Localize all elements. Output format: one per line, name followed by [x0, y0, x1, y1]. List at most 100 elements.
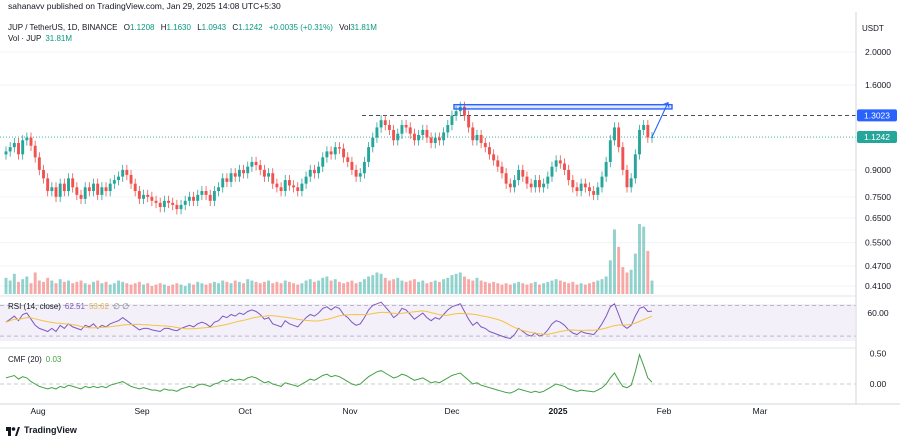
- candle-body[interactable]: [279, 187, 283, 192]
- candle-body[interactable]: [454, 111, 458, 116]
- resistance-zone[interactable]: [453, 103, 673, 110]
- candle-body[interactable]: [321, 157, 325, 167]
- candle-body[interactable]: [579, 183, 583, 192]
- candle-body[interactable]: [200, 191, 204, 195]
- candle-body[interactable]: [333, 147, 337, 155]
- candle-body[interactable]: [17, 142, 20, 155]
- tradingview-logo-icon[interactable]: [6, 427, 20, 436]
- candle-body[interactable]: [404, 124, 408, 128]
- candle-body[interactable]: [46, 178, 50, 192]
- candle-body[interactable]: [96, 183, 100, 195]
- candle-body[interactable]: [271, 173, 275, 184]
- candle-body[interactable]: [233, 173, 237, 177]
- candle-body[interactable]: [450, 115, 454, 125]
- candle-body[interactable]: [608, 140, 612, 162]
- candle-body[interactable]: [375, 127, 379, 138]
- candle-body[interactable]: [371, 137, 375, 148]
- candle-body[interactable]: [613, 127, 616, 141]
- candle-body[interactable]: [246, 166, 250, 174]
- candle-body[interactable]: [483, 142, 487, 148]
- candle-body[interactable]: [508, 183, 512, 188]
- candle-body[interactable]: [192, 196, 196, 201]
- candle-body[interactable]: [392, 129, 396, 141]
- candle-body[interactable]: [71, 178, 75, 188]
- candle-body[interactable]: [554, 160, 558, 167]
- candle-body[interactable]: [158, 202, 162, 208]
- candle-body[interactable]: [133, 183, 137, 192]
- candle-body[interactable]: [67, 178, 70, 192]
- candle-body[interactable]: [100, 187, 104, 195]
- candle-body[interactable]: [154, 200, 158, 203]
- candle-body[interactable]: [408, 127, 412, 134]
- candle-body[interactable]: [500, 166, 504, 174]
- candle-body[interactable]: [54, 187, 58, 197]
- candle-body[interactable]: [287, 180, 291, 186]
- candle-body[interactable]: [112, 180, 116, 184]
- candle-body[interactable]: [296, 187, 300, 192]
- candle-body[interactable]: [183, 200, 187, 205]
- candle-body[interactable]: [425, 129, 429, 138]
- candle-body[interactable]: [487, 147, 491, 155]
- candle-body[interactable]: [317, 166, 321, 174]
- candle-body[interactable]: [604, 161, 608, 177]
- candle-body[interactable]: [8, 147, 12, 152]
- candle-body[interactable]: [175, 204, 179, 210]
- candle-body[interactable]: [171, 202, 175, 205]
- candle-body[interactable]: [571, 180, 575, 188]
- candle-body[interactable]: [504, 173, 508, 184]
- candle-body[interactable]: [79, 194, 83, 199]
- candle-body[interactable]: [308, 169, 312, 177]
- candle-body[interactable]: [550, 166, 554, 177]
- candle-body[interactable]: [75, 187, 79, 195]
- candle-body[interactable]: [362, 161, 366, 174]
- candle-body[interactable]: [217, 187, 221, 192]
- candle-body[interactable]: [417, 135, 421, 141]
- candle-body[interactable]: [421, 129, 425, 136]
- candle-body[interactable]: [229, 173, 233, 182]
- candle-body[interactable]: [625, 169, 629, 188]
- candle-body[interactable]: [638, 129, 641, 155]
- candle-body[interactable]: [354, 169, 358, 177]
- tradingview-brand[interactable]: TradingView: [24, 425, 77, 435]
- candle-body[interactable]: [475, 135, 479, 141]
- volume-pane-label[interactable]: Vol · JUP: [8, 34, 42, 43]
- rsi-label[interactable]: RSI (14, close): [8, 302, 61, 311]
- candle-body[interactable]: [262, 169, 266, 177]
- candle-body[interactable]: [4, 151, 8, 155]
- candle-body[interactable]: [513, 180, 516, 188]
- candle-body[interactable]: [42, 169, 45, 179]
- candle-body[interactable]: [267, 173, 271, 177]
- candle-body[interactable]: [104, 187, 108, 192]
- candle-body[interactable]: [29, 137, 33, 146]
- candle-body[interactable]: [471, 127, 475, 141]
- candle-body[interactable]: [62, 183, 66, 192]
- candle-body[interactable]: [300, 183, 304, 192]
- candle-body[interactable]: [400, 124, 404, 134]
- candle-body[interactable]: [108, 183, 112, 192]
- candle-body[interactable]: [283, 180, 287, 192]
- candle-body[interactable]: [567, 169, 571, 181]
- candle-body[interactable]: [650, 137, 654, 139]
- candle-body[interactable]: [600, 176, 604, 188]
- candle-body[interactable]: [83, 187, 87, 199]
- candle-body[interactable]: [33, 145, 37, 158]
- candle-body[interactable]: [37, 157, 41, 170]
- candle-body[interactable]: [196, 194, 200, 201]
- candle-body[interactable]: [479, 135, 483, 143]
- candle-body[interactable]: [621, 147, 625, 170]
- candle-body[interactable]: [387, 124, 391, 130]
- candle-body[interactable]: [87, 187, 91, 192]
- candle-body[interactable]: [412, 133, 416, 141]
- candle-body[interactable]: [396, 133, 400, 141]
- candle-body[interactable]: [92, 183, 95, 192]
- candle-body[interactable]: [642, 124, 646, 130]
- candle-body[interactable]: [437, 137, 441, 141]
- candle-body[interactable]: [58, 183, 62, 197]
- candle-body[interactable]: [162, 200, 166, 208]
- candle-body[interactable]: [446, 124, 450, 133]
- candle-body[interactable]: [208, 194, 212, 201]
- currency-label[interactable]: USDT: [862, 24, 884, 33]
- candle-body[interactable]: [237, 169, 241, 177]
- candle-body[interactable]: [521, 169, 525, 177]
